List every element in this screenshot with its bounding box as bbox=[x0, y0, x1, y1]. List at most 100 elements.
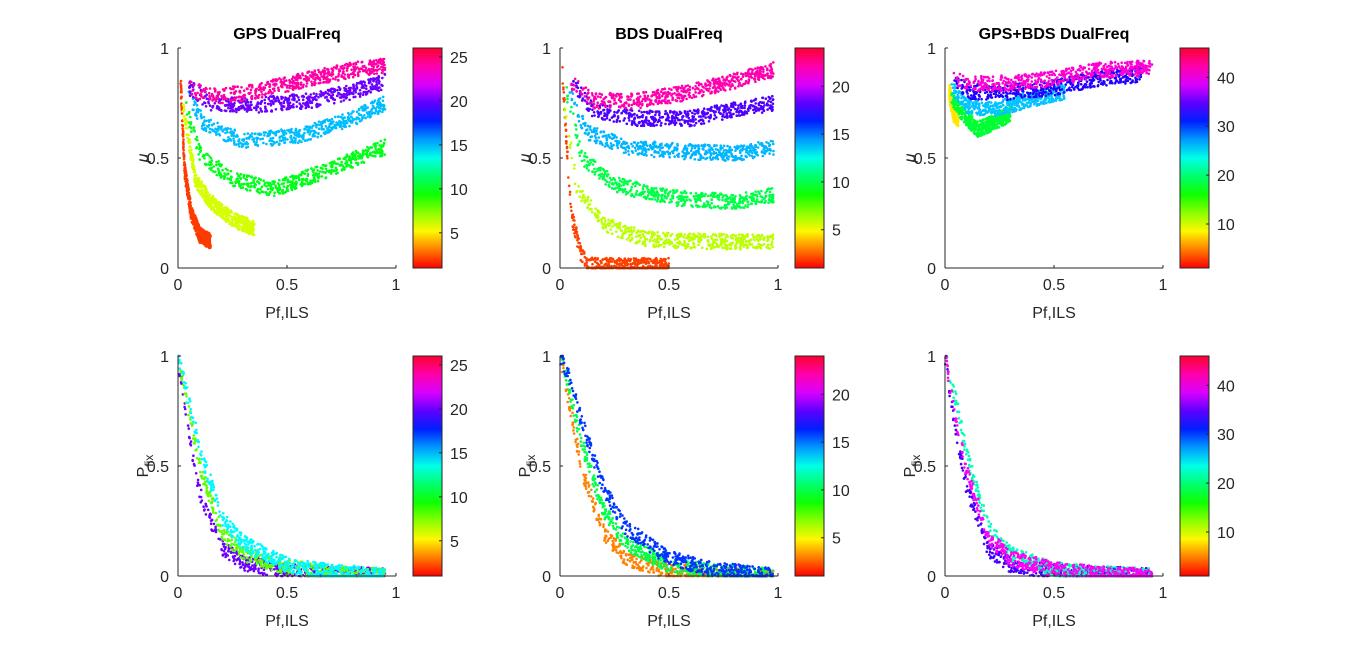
data-point bbox=[601, 226, 604, 229]
data-point bbox=[701, 192, 704, 196]
data-point bbox=[250, 85, 254, 88]
data-point bbox=[383, 68, 387, 71]
data-point bbox=[344, 87, 348, 91]
data-point bbox=[201, 184, 205, 188]
data-point bbox=[210, 208, 214, 211]
data-point bbox=[369, 151, 372, 155]
data-point bbox=[358, 88, 362, 92]
data-point bbox=[741, 240, 745, 243]
data-point bbox=[278, 178, 281, 182]
data-point bbox=[221, 130, 225, 133]
data-point bbox=[588, 163, 591, 167]
data-point bbox=[588, 203, 592, 206]
data-point bbox=[347, 64, 350, 68]
data-point bbox=[376, 112, 380, 115]
data-point bbox=[676, 142, 679, 146]
data-point bbox=[274, 97, 278, 100]
data-point bbox=[186, 188, 190, 191]
data-point bbox=[365, 71, 369, 74]
data-point bbox=[580, 252, 583, 256]
data-point bbox=[329, 123, 333, 126]
data-point bbox=[294, 87, 298, 90]
data-point bbox=[207, 100, 210, 104]
data-point bbox=[572, 218, 575, 222]
data-point bbox=[230, 181, 234, 185]
data-point bbox=[208, 167, 211, 170]
data-point bbox=[668, 243, 671, 246]
data-point bbox=[245, 174, 249, 177]
data-point bbox=[184, 166, 187, 170]
data-point bbox=[355, 110, 359, 113]
data-point bbox=[366, 112, 370, 116]
data-point bbox=[755, 246, 759, 249]
data-point bbox=[339, 65, 343, 69]
data-point bbox=[194, 181, 198, 184]
data-point bbox=[327, 70, 330, 74]
data-point bbox=[299, 183, 302, 186]
data-point bbox=[650, 188, 653, 192]
data-point bbox=[244, 187, 248, 191]
data-point bbox=[571, 216, 575, 219]
data-point bbox=[562, 86, 565, 89]
data-point bbox=[228, 87, 232, 90]
data-point bbox=[288, 86, 291, 90]
data-point bbox=[656, 200, 659, 203]
data-point bbox=[753, 193, 757, 197]
data-point bbox=[667, 239, 670, 242]
data-point bbox=[771, 196, 775, 200]
data-point bbox=[572, 112, 575, 115]
data-point bbox=[259, 88, 262, 91]
data-point bbox=[683, 233, 687, 236]
data-point bbox=[647, 257, 651, 261]
data-point bbox=[210, 123, 214, 127]
data-point bbox=[301, 105, 304, 108]
data-point bbox=[268, 191, 272, 195]
data-point bbox=[190, 208, 194, 211]
data-point bbox=[309, 137, 312, 141]
data-point bbox=[570, 209, 573, 213]
data-point bbox=[310, 83, 314, 87]
data-point bbox=[345, 121, 349, 125]
data-point bbox=[594, 207, 597, 210]
data-point bbox=[719, 241, 723, 244]
data-point bbox=[311, 124, 315, 128]
data-point bbox=[276, 186, 280, 190]
data-point bbox=[703, 143, 707, 146]
data-point bbox=[618, 188, 621, 192]
data-point bbox=[278, 77, 281, 80]
data-point bbox=[372, 79, 375, 83]
data-point bbox=[237, 105, 241, 109]
data-point bbox=[366, 106, 370, 109]
data-point bbox=[235, 143, 238, 146]
data-point bbox=[232, 87, 235, 91]
data-point bbox=[294, 129, 298, 133]
data-point bbox=[252, 179, 255, 183]
data-point bbox=[573, 235, 577, 238]
data-point bbox=[758, 192, 761, 195]
data-point bbox=[713, 192, 716, 195]
data-point bbox=[213, 209, 216, 212]
data-point bbox=[187, 149, 191, 152]
data-point bbox=[267, 182, 270, 185]
data-point bbox=[381, 144, 385, 148]
data-point bbox=[246, 108, 249, 112]
data-point bbox=[605, 169, 609, 173]
data-point bbox=[377, 148, 381, 152]
data-point bbox=[286, 180, 290, 184]
data-point bbox=[760, 199, 764, 202]
data-point bbox=[381, 99, 385, 103]
data-point bbox=[642, 185, 645, 188]
data-point bbox=[362, 80, 365, 83]
data-point bbox=[312, 178, 316, 181]
x-tick-label: 0 bbox=[174, 277, 183, 294]
data-point bbox=[710, 202, 713, 205]
data-point bbox=[198, 182, 202, 186]
data-point bbox=[315, 73, 319, 77]
data-point bbox=[187, 191, 191, 194]
data-point bbox=[362, 65, 365, 69]
data-point bbox=[338, 93, 342, 96]
data-point bbox=[311, 71, 315, 74]
data-point bbox=[211, 99, 214, 102]
data-point bbox=[204, 194, 207, 198]
